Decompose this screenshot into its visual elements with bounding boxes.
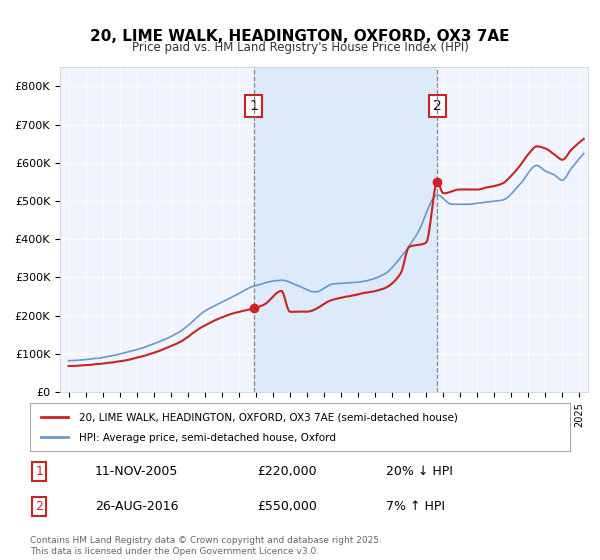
Text: 2: 2 [35, 500, 43, 514]
Text: 7% ↑ HPI: 7% ↑ HPI [386, 500, 445, 514]
Text: Price paid vs. HM Land Registry's House Price Index (HPI): Price paid vs. HM Land Registry's House … [131, 41, 469, 54]
Text: 26-AUG-2016: 26-AUG-2016 [95, 500, 178, 514]
Text: 20% ↓ HPI: 20% ↓ HPI [386, 465, 453, 478]
Text: 11-NOV-2005: 11-NOV-2005 [95, 465, 178, 478]
Text: £220,000: £220,000 [257, 465, 316, 478]
Text: 2: 2 [433, 99, 442, 113]
Text: 20, LIME WALK, HEADINGTON, OXFORD, OX3 7AE: 20, LIME WALK, HEADINGTON, OXFORD, OX3 7… [90, 29, 510, 44]
Text: Contains HM Land Registry data © Crown copyright and database right 2025.
This d: Contains HM Land Registry data © Crown c… [30, 536, 382, 556]
Text: £550,000: £550,000 [257, 500, 317, 514]
Bar [254, 67, 437, 392]
Text: 1: 1 [249, 99, 258, 113]
Text: 20, LIME WALK, HEADINGTON, OXFORD, OX3 7AE (semi-detached house): 20, LIME WALK, HEADINGTON, OXFORD, OX3 7… [79, 413, 457, 422]
Text: 1: 1 [35, 465, 43, 478]
Text: HPI: Average price, semi-detached house, Oxford: HPI: Average price, semi-detached house,… [79, 433, 335, 444]
